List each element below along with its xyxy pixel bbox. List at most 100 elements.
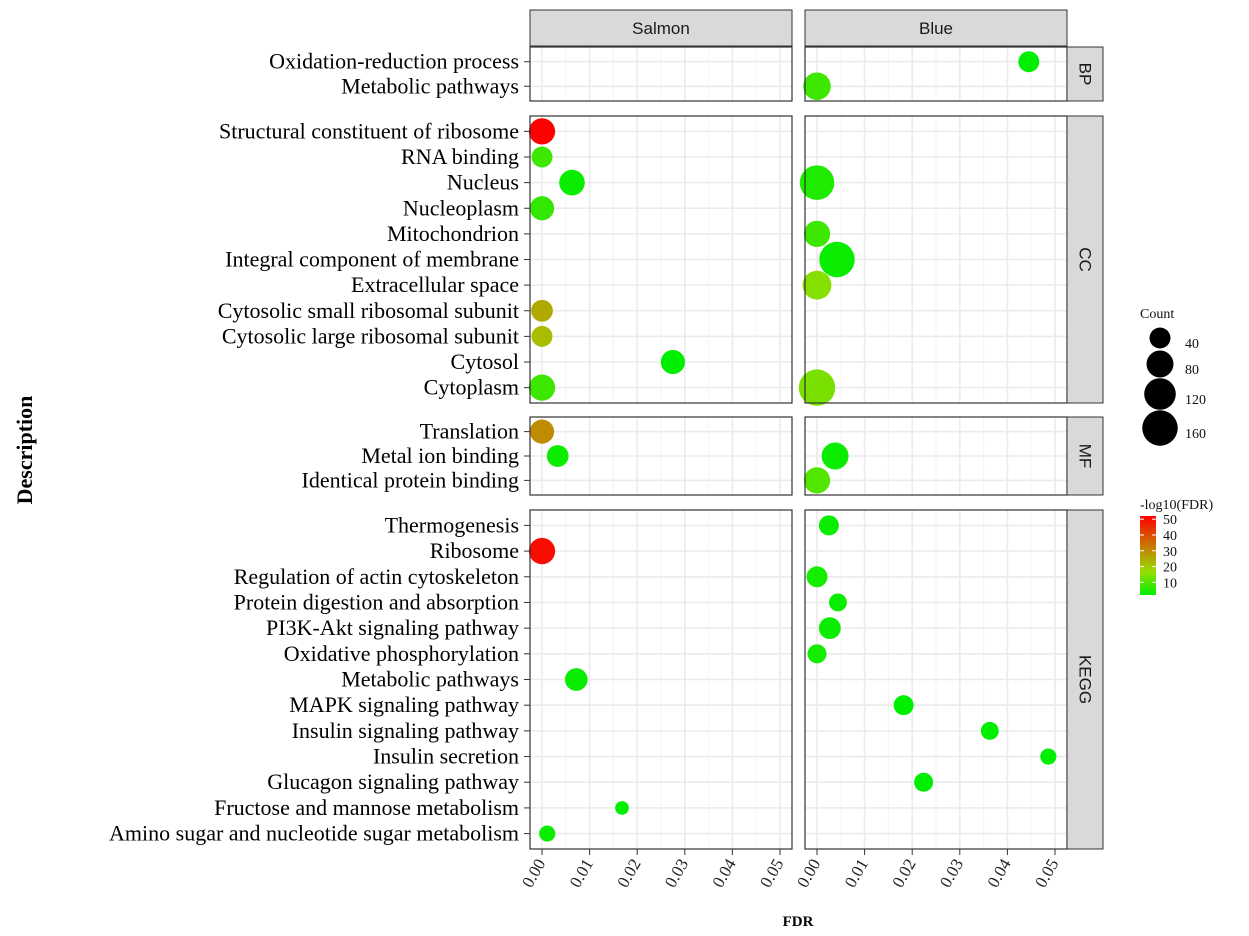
size-legend-title: Count — [1140, 307, 1174, 322]
point-kegg-salmon-amino-sugar-and-nucleotide-sugar-metabolism — [539, 825, 556, 842]
point-kegg-salmon-ribosome — [528, 537, 556, 565]
color-legend-label: 20 — [1163, 561, 1177, 576]
point-cc-salmon-structural-constituent-of-ribosome — [528, 118, 556, 145]
column-strip-blue: Blue — [804, 9, 1068, 47]
point-mf-blue-metal-ion-binding — [821, 442, 849, 470]
size-legend-key — [1146, 350, 1174, 378]
point-cc-blue-mitochondrion — [803, 220, 831, 248]
point-cc-blue-nucleus — [799, 165, 835, 200]
point-cc-blue-extracellular-space — [802, 270, 832, 300]
row-strip-bg — [1066, 416, 1104, 496]
x-tick-label: 0.02 — [613, 856, 644, 891]
x-tick-label: 0.04 — [709, 855, 741, 891]
point-kegg-blue-regulation-of-actin-cytoskeleton — [806, 566, 828, 588]
row-strip-kegg: KEGG — [1066, 509, 1104, 850]
row-strip-label: CC — [1076, 247, 1095, 272]
point-kegg-blue-insulin-signaling-pathway — [980, 721, 999, 740]
category-label: Translation — [420, 419, 519, 444]
category-label: Cytosol — [451, 349, 519, 374]
category-label: RNA binding — [401, 144, 519, 169]
category-label: Nucleus — [447, 170, 519, 195]
category-label: Nucleoplasm — [403, 195, 519, 220]
category-label: Regulation of actin cytoskeleton — [234, 564, 519, 589]
x-tick-label: 0.01 — [841, 856, 872, 891]
size-legend: Count 40 80 120 160 — [1140, 307, 1206, 446]
row-strip-bp: BP — [1066, 46, 1104, 102]
category-label: Protein digestion and absorption — [234, 589, 519, 614]
point-kegg-blue-mapk-signaling-pathway — [893, 695, 914, 716]
point-kegg-blue-glucagon-signaling-pathway — [914, 772, 934, 792]
panel-bp-salmon — [529, 46, 793, 102]
category-label: Oxidative phosphorylation — [284, 641, 519, 666]
category-label: Metabolic pathways — [341, 73, 519, 98]
panel-cc-blue — [798, 115, 1068, 406]
x-tick-label: 0.00 — [793, 856, 824, 891]
row-strip-label: KEGG — [1076, 655, 1095, 704]
point-kegg-salmon-metabolic-pathways — [564, 668, 588, 691]
row-strips: BP CC MF KEGG — [1066, 46, 1104, 850]
point-mf-salmon-metal-ion-binding — [546, 445, 569, 467]
size-legend-key — [1142, 410, 1178, 446]
point-cc-blue-integral-component-of-membrane — [819, 241, 855, 278]
category-label: Cytosolic large ribosomal subunit — [222, 323, 519, 348]
category-label: Metal ion binding — [361, 443, 519, 468]
row-strip-mf: MF — [1066, 416, 1104, 496]
category-label: Amino sugar and nucleotide sugar metabol… — [109, 821, 519, 846]
size-legend-key — [1149, 327, 1171, 349]
category-label: Extracellular space — [351, 272, 519, 297]
point-bp-blue-metabolic-pathways — [803, 72, 831, 101]
color-legend-title: -log10(FDR) — [1140, 498, 1213, 513]
x-tick-label: 0.04 — [984, 855, 1016, 891]
color-legend-label: 50 — [1163, 513, 1177, 528]
category-label: Fructose and mannose metabolism — [214, 795, 519, 820]
category-label: Thermogenesis — [385, 512, 519, 537]
row-strip-bg — [1066, 46, 1104, 102]
color-legend-label: 10 — [1163, 576, 1177, 591]
point-cc-salmon-cytosolic-small-ribosomal-subunit — [531, 299, 553, 322]
x-tick-label: 0.05 — [756, 856, 787, 891]
panel-bp-blue — [803, 46, 1068, 102]
column-strip-bg — [529, 9, 793, 47]
x-tick-label: 0.05 — [1031, 856, 1062, 891]
column-strip-bg — [804, 9, 1068, 47]
point-kegg-blue-protein-digestion-and-absorption — [828, 593, 847, 612]
category-label: Mitochondrion — [387, 221, 519, 246]
panel-border — [529, 46, 793, 102]
point-bp-blue-oxidation-reduction-process — [1018, 51, 1040, 73]
x-tick-label: 0.00 — [518, 856, 549, 891]
point-mf-salmon-translation — [529, 419, 555, 444]
category-label: Insulin signaling pathway — [292, 718, 519, 743]
x-tick-label: 0.03 — [936, 856, 967, 891]
column-strip-salmon: Salmon — [529, 9, 793, 47]
point-cc-salmon-rna-binding — [531, 146, 553, 168]
point-cc-salmon-cytosolic-large-ribosomal-subunit — [531, 325, 553, 347]
facet-panels — [528, 46, 1068, 850]
point-kegg-salmon-fructose-and-mannose-metabolism — [615, 801, 629, 815]
row-strip-cc: CC — [1066, 115, 1104, 404]
point-kegg-blue-insulin-secretion — [1040, 748, 1057, 765]
x-tick-label: 0.02 — [888, 856, 919, 891]
panel-kegg-salmon — [528, 509, 793, 850]
column-strips: Salmon Blue — [529, 9, 1068, 47]
size-legend-label: 80 — [1185, 363, 1199, 378]
category-label: MAPK signaling pathway — [289, 692, 519, 717]
panel-mf-salmon — [529, 416, 793, 496]
point-kegg-blue-pi3k-akt-signaling-pathway — [818, 617, 841, 640]
point-cc-salmon-nucleoplasm — [529, 196, 555, 221]
row-strip-bg — [1066, 509, 1104, 850]
category-label: Glucagon signaling pathway — [267, 769, 519, 794]
size-legend-label: 120 — [1185, 393, 1206, 408]
point-mf-blue-identical-protein-binding — [803, 467, 831, 494]
row-strip-bg — [1066, 115, 1104, 404]
size-legend-label: 40 — [1185, 337, 1199, 352]
x-tick-label: 0.01 — [566, 856, 597, 891]
size-legend-label: 160 — [1185, 427, 1206, 442]
x-tick-label: 0.03 — [661, 856, 692, 891]
row-strip-label: BP — [1076, 63, 1095, 86]
category-label: Integral component of membrane — [225, 247, 519, 272]
category-label: Identical protein binding — [302, 467, 520, 492]
